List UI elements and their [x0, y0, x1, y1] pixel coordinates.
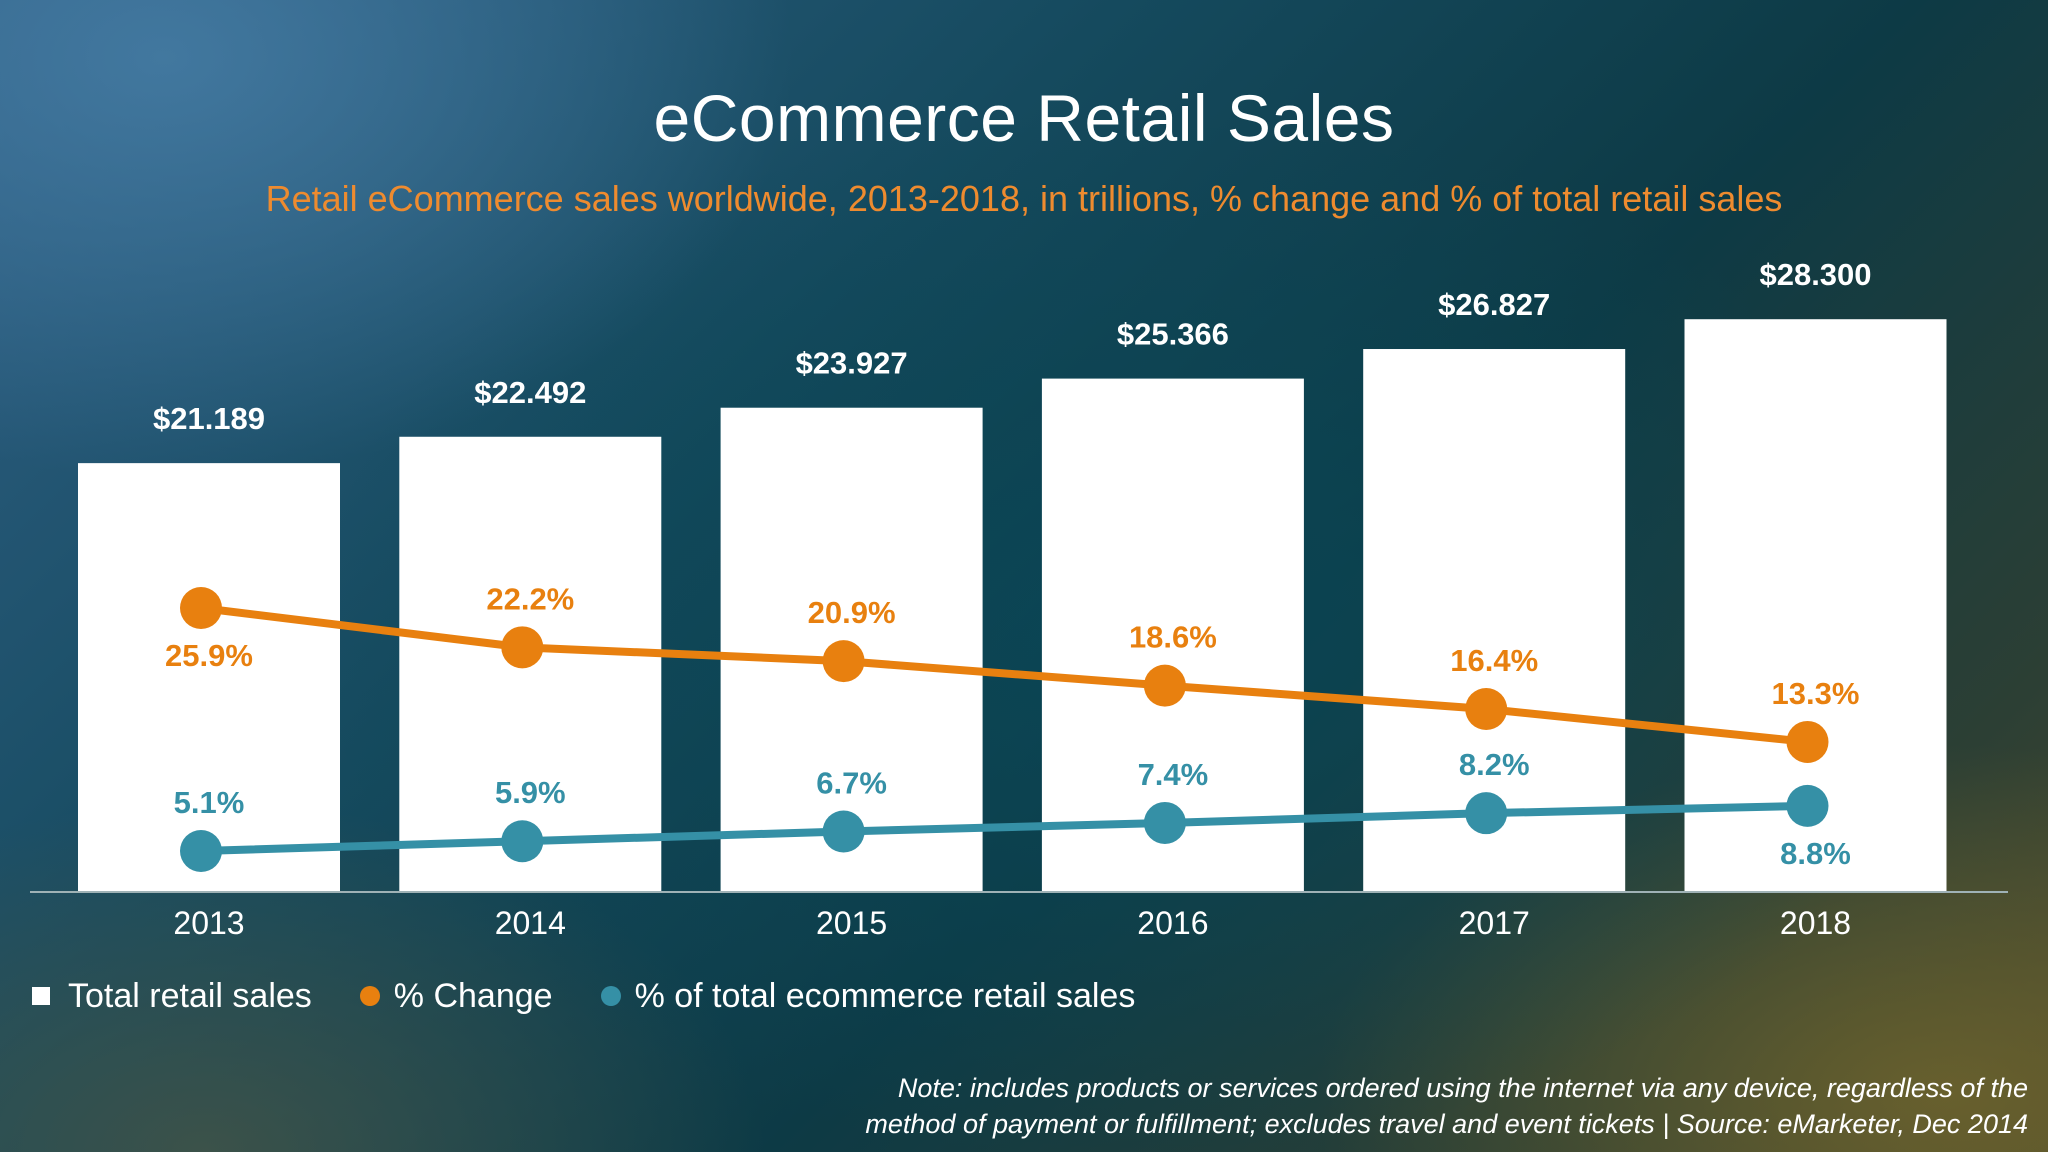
data-point-label: 5.1% — [174, 785, 245, 820]
data-point — [501, 626, 544, 669]
chart-subtitle: Retail eCommerce sales worldwide, 2013-2… — [265, 178, 1783, 219]
x-tick-label: 2013 — [173, 905, 244, 941]
data-point-label: 13.3% — [1772, 676, 1860, 711]
bar-value-label: $23.927 — [796, 346, 908, 381]
legend-swatch-dot — [359, 986, 380, 1006]
data-point-label: 22.2% — [486, 581, 574, 616]
line-series: 25.9% 22.2% 20.9% 18.6% 16.4% 13.3% 5.1% 5.9% 6.… — [165, 581, 1859, 872]
data-point — [501, 820, 544, 863]
data-point — [1465, 792, 1508, 835]
x-tick-label: 2017 — [1459, 905, 1530, 941]
x-tick-label: 2016 — [1137, 905, 1208, 941]
x-tick-label: 2018 — [1780, 905, 1851, 941]
data-point-label: 8.2% — [1459, 747, 1530, 782]
data-point-label: 25.9% — [165, 638, 253, 673]
data-point — [180, 830, 222, 872]
chart-title: eCommerce Retail Sales — [653, 81, 1395, 155]
data-point — [1465, 687, 1508, 730]
bar-series: $21.189 $22.492 $23.927 $25.366 $26.827 $28.3… — [78, 257, 1947, 893]
data-point-label: 16.4% — [1450, 643, 1538, 678]
x-axis-ticks: 2013 2014 2015 2016 2017 2018 — [173, 905, 1851, 941]
legend-label: Total retail sales — [68, 976, 312, 1015]
x-tick-label: 2015 — [816, 905, 887, 941]
data-point-label: 5.9% — [495, 775, 566, 810]
legend: Total retail sales % Change % of total e… — [32, 974, 1183, 1018]
data-point — [180, 587, 222, 629]
data-point — [1786, 720, 1829, 763]
legend-item-pct-ecommerce: % of total ecommerce retail sales — [600, 976, 1136, 1016]
legend-swatch-dot — [600, 986, 621, 1006]
bar — [78, 463, 340, 892]
legend-label: % Change — [393, 976, 553, 1015]
data-point — [1143, 664, 1186, 707]
bar-value-label: $22.492 — [474, 375, 586, 410]
x-tick-label: 2014 — [495, 905, 566, 941]
legend-item-pct-change: % Change — [359, 976, 553, 1016]
data-point — [822, 810, 865, 853]
data-point-label: 8.8% — [1780, 836, 1851, 871]
series-line — [200, 604, 1808, 746]
footnote-line: Note: includes products or services orde… — [897, 1073, 2028, 1103]
legend-item-total-retail-sales: Total retail sales — [32, 977, 312, 1016]
footnote: Note: includes products or services orde… — [528, 1070, 2028, 1142]
bar-value-label: $21.189 — [153, 401, 265, 436]
legend-swatch-square — [32, 987, 50, 1005]
data-point-label: 6.7% — [816, 765, 887, 800]
data-point — [822, 640, 865, 683]
series-line — [200, 801, 1808, 855]
data-point — [1786, 784, 1829, 827]
bar-value-label: $28.300 — [1759, 257, 1871, 292]
legend-label: % of total ecommerce retail sales — [634, 976, 1136, 1015]
data-point-label: 18.6% — [1129, 620, 1217, 655]
bar-value-label: $26.827 — [1438, 287, 1550, 322]
footnote-line: method of payment or fulfillment; exclud… — [865, 1109, 2028, 1139]
data-point — [1143, 801, 1186, 844]
bar-value-label: $25.366 — [1117, 317, 1229, 352]
data-point-label: 7.4% — [1138, 757, 1209, 792]
data-point-label: 20.9% — [808, 595, 896, 630]
